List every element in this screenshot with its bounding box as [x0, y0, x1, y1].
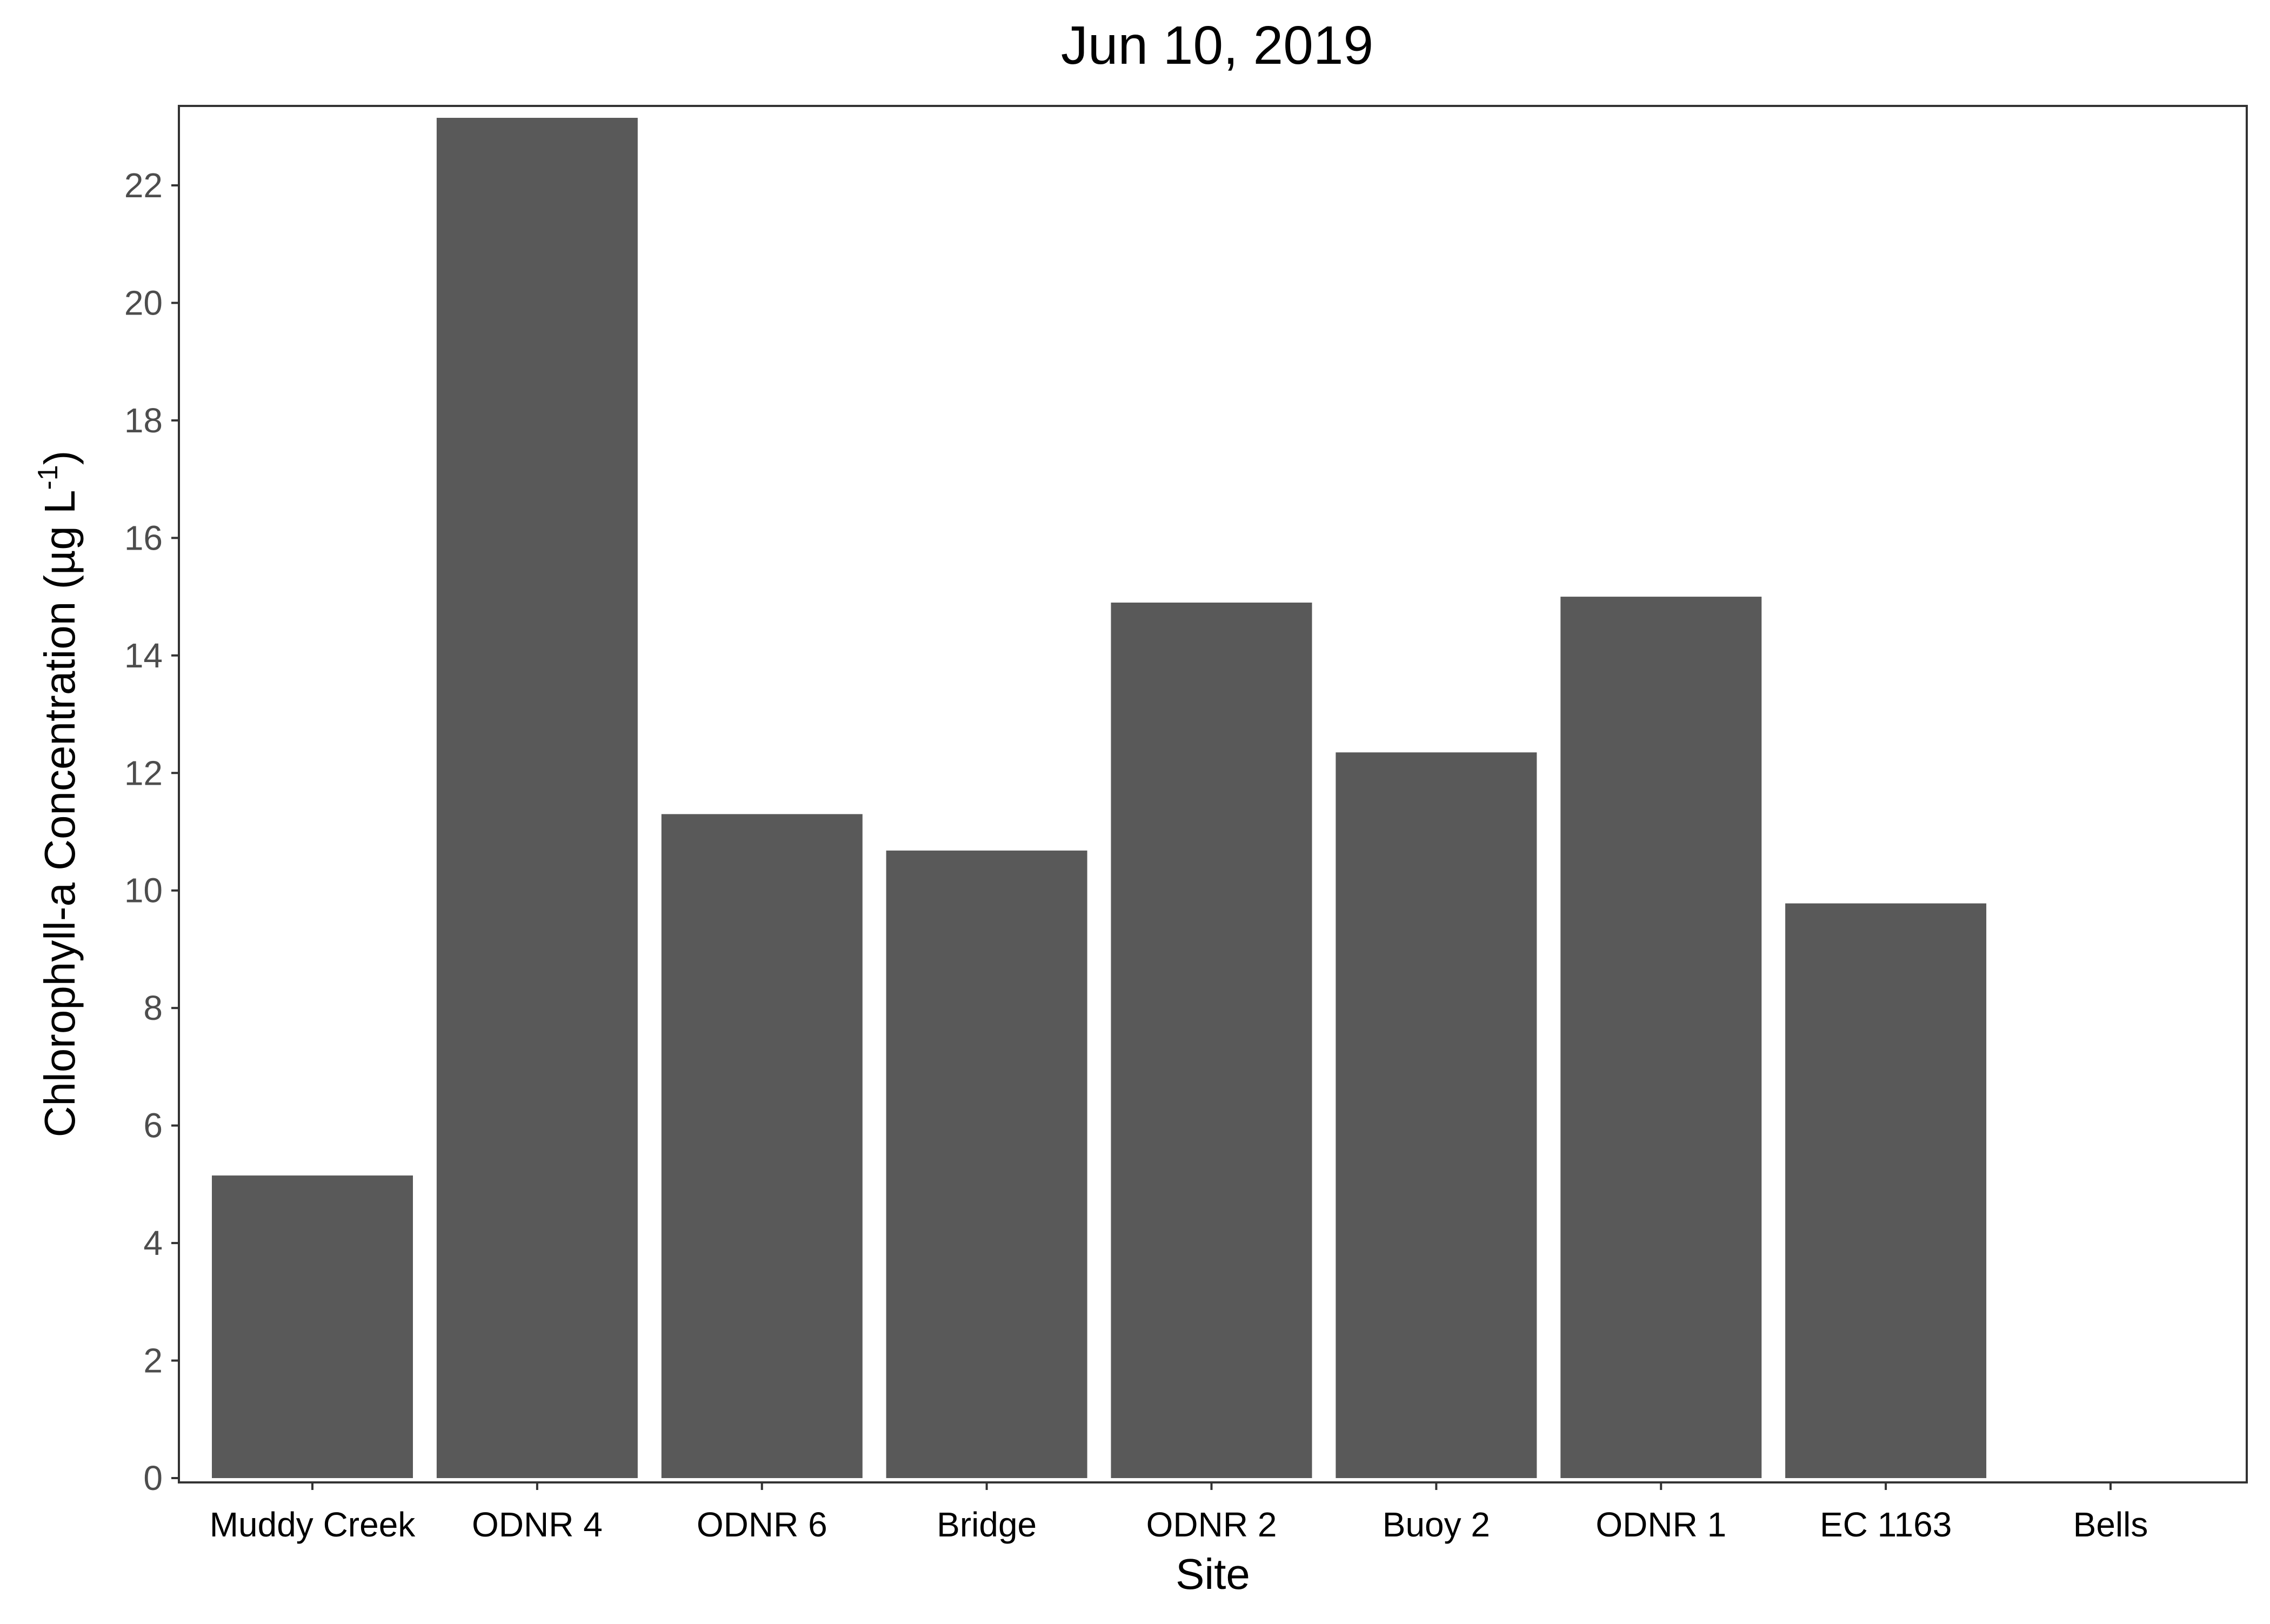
y-tick-label: 20 [124, 283, 163, 322]
bars-layer [212, 118, 1987, 1478]
bar-odnr-1 [1560, 597, 1762, 1478]
bar-ec-1163 [1785, 903, 1987, 1478]
y-tick-label: 8 [143, 988, 163, 1027]
x-tick-label: ODNR 4 [472, 1505, 603, 1544]
bar-muddy-creek [212, 1175, 413, 1478]
x-tick-label: Buoy 2 [1383, 1505, 1490, 1544]
y-axis-title-superscript: -1 [32, 465, 64, 490]
y-tick-label: 6 [143, 1106, 163, 1145]
x-axis: Muddy Creek ODNR 4 ODNR 6 Bridge ODNR 2 Buoy … [210, 1482, 2148, 1544]
x-axis-title: Site [1176, 1550, 1250, 1598]
y-axis-title-close: ) [36, 451, 84, 465]
y-tick-label: 16 [124, 518, 163, 557]
plot-panel-border [178, 105, 2248, 1483]
x-tick-label: ODNR 6 [697, 1505, 827, 1544]
x-tick-label: Muddy Creek [210, 1505, 416, 1544]
y-axis-title: Chlorophyll-a Concentration (µg L-1) [32, 451, 84, 1138]
x-tick-label: ODNR 1 [1595, 1505, 1726, 1544]
x-tick-label: Bells [2073, 1505, 2148, 1544]
chart-title: Jun 10, 2019 [1061, 15, 1373, 76]
y-tick-label: 22 [124, 166, 163, 205]
x-tick-label: ODNR 2 [1146, 1505, 1277, 1544]
bar-odnr-4 [436, 118, 638, 1478]
y-tick-label: 10 [124, 871, 163, 910]
bar-buoy-2 [1336, 752, 1537, 1478]
x-tick-label: Bridge [937, 1505, 1037, 1544]
bar-odnr-6 [661, 814, 863, 1478]
y-tick-label: 18 [124, 401, 163, 440]
bar-odnr-2 [1111, 603, 1312, 1478]
y-tick-label: 12 [124, 753, 163, 792]
bar-bridge [886, 850, 1087, 1478]
y-tick-label: 0 [143, 1459, 163, 1498]
x-tick-label: EC 1163 [1820, 1505, 1952, 1544]
y-axis: 0 2 4 6 8 10 12 14 16 18 20 22 [124, 166, 179, 1498]
y-axis-title-main: Chlorophyll-a Concentration (µg L [36, 490, 84, 1138]
y-tick-label: 4 [143, 1224, 163, 1262]
y-tick-label: 14 [124, 636, 163, 675]
y-tick-label: 2 [143, 1341, 163, 1380]
